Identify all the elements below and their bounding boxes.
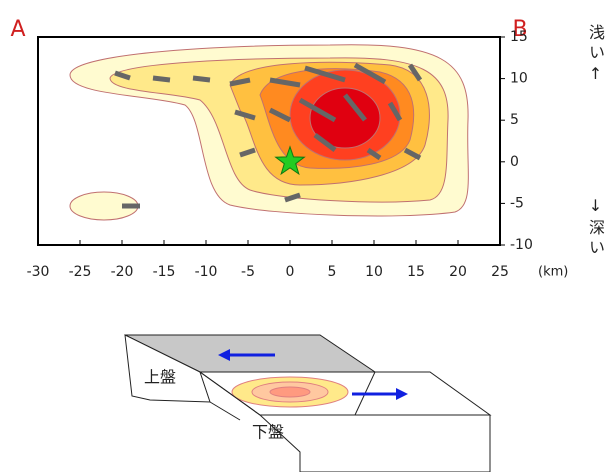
y-tick-label: -5 <box>510 195 524 211</box>
end-label: A <box>10 17 25 42</box>
x-tick-label: 0 <box>286 264 295 280</box>
depth-label: ↓深い <box>583 196 607 259</box>
x-tick-label: 25 <box>491 264 509 280</box>
x-tick-label: -5 <box>241 264 255 280</box>
x-tick-label: 10 <box>365 264 383 280</box>
y-tick-label: -10 <box>510 237 533 253</box>
x-tick-label: -15 <box>153 264 176 280</box>
y-tick-label: 5 <box>510 112 519 128</box>
page: A B (km) 上盤 下盤 -30-25-20-15-10-505101520… <box>0 0 614 472</box>
block-label: 上盤 <box>144 368 176 387</box>
slip-contours <box>70 45 468 220</box>
y-tick-label: 0 <box>510 154 519 170</box>
y-tick-label: 15 <box>510 29 528 45</box>
chart: A B (km) 上盤 下盤 -30-25-20-15-10-505101520… <box>0 0 614 472</box>
depth-label: 浅い↑ <box>583 24 607 87</box>
block-label: 下盤 <box>252 423 284 442</box>
block-diagram <box>125 335 490 472</box>
x-tick-label: 15 <box>407 264 425 280</box>
x-tick-label: -25 <box>69 264 92 280</box>
y-tick-label: 10 <box>510 71 528 87</box>
x-unit: (km) <box>538 265 568 280</box>
x-tick-label: -30 <box>27 264 50 280</box>
x-tick-label: -20 <box>111 264 134 280</box>
x-tick-label: 20 <box>449 264 467 280</box>
x-tick-label: 5 <box>328 264 337 280</box>
x-tick-label: -10 <box>195 264 218 280</box>
